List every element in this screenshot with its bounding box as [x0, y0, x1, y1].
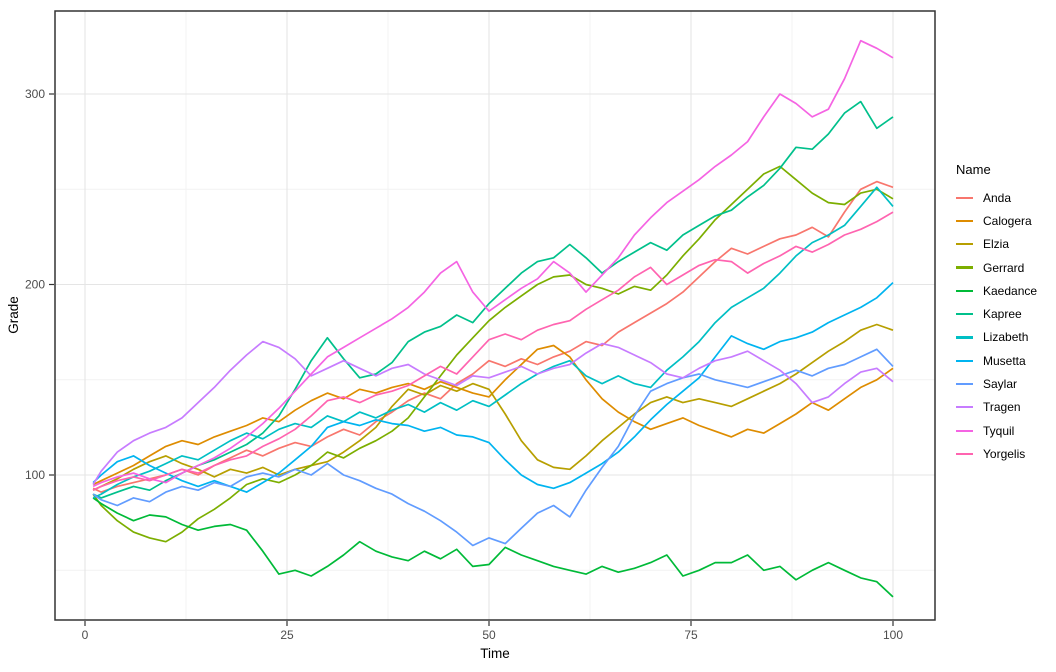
y-tick-label: 200 [25, 278, 45, 292]
legend-item-elzia: Elzia [956, 233, 1037, 256]
legend-swatch [956, 219, 973, 223]
legend-label: Yorgelis [983, 446, 1026, 461]
series-lines [92, 39, 894, 598]
legend-item-yorgelis: Yorgelis [956, 442, 1037, 465]
panel-border [54, 10, 936, 621]
legend-item-tyquil: Tyquil [956, 419, 1037, 442]
legend-label: Tyquil [983, 423, 1015, 438]
legend-label: Kapree [983, 307, 1022, 322]
series-line-saylar [92, 348, 894, 547]
legend-swatch [956, 313, 973, 316]
x-axis-title: Time [480, 646, 510, 661]
legend-label: Calogera [983, 213, 1032, 228]
legend-swatch [956, 452, 973, 455]
series-line-calogera [92, 344, 894, 486]
y-axis-title: Grade [6, 296, 21, 334]
legend-item-lizabeth: Lizabeth [956, 326, 1037, 349]
x-tick-label: 25 [280, 628, 294, 642]
series-line-kaedance [92, 497, 894, 598]
series-line-tragen [92, 340, 894, 485]
legend-label: Lizabeth [983, 330, 1029, 345]
series-line-anda [92, 180, 894, 493]
axis-ticks [49, 93, 894, 626]
legend-swatch [956, 336, 973, 339]
legend-swatch [956, 289, 973, 292]
legend-swatch [956, 429, 973, 432]
legend-item-musetta: Musetta [956, 349, 1037, 372]
legend-label: Gerrard [983, 260, 1025, 275]
legend-item-tragen: Tragen [956, 396, 1037, 419]
legend-label: Saylar [983, 377, 1018, 392]
series-line-gerrard [92, 165, 894, 543]
x-tick-label: 0 [82, 628, 89, 642]
y-tick-label: 100 [25, 468, 45, 482]
x-tick-label: 50 [482, 628, 496, 642]
x-tick-label: 100 [883, 628, 903, 642]
series-line-elzia [92, 323, 894, 491]
legend-title: Name [956, 162, 991, 177]
legend-item-gerrard: Gerrard [956, 256, 1037, 279]
legend-item-anda: Anda [956, 186, 1037, 209]
legend: Name Anda Calogera Elzia Gerrard Kaedance Kap… [956, 162, 1037, 466]
series-line-lizabeth [92, 186, 894, 499]
legend-item-kaedance: Kaedance [956, 279, 1037, 302]
legend-swatch [956, 406, 973, 409]
legend-swatch [956, 196, 973, 199]
x-tick-label: 75 [684, 628, 698, 642]
gridlines-minor [55, 11, 935, 620]
legend-label: Anda [983, 190, 1012, 205]
legend-item-kapree: Kapree [956, 302, 1037, 325]
legend-items: Anda Calogera Elzia Gerrard Kaedance Kapree Li… [956, 186, 1037, 466]
y-tick-label: 300 [25, 87, 45, 101]
legend-label: Elzia [983, 237, 1010, 252]
legend-item-calogera: Calogera [956, 209, 1037, 232]
series-line-musetta [92, 281, 894, 493]
series-line-yorgelis [92, 211, 894, 491]
series-line-kapree [92, 100, 894, 499]
legend-label: Musetta [983, 353, 1026, 368]
legend-label: Tragen [983, 400, 1021, 415]
legend-swatch [956, 382, 973, 386]
legend-label: Kaedance [983, 283, 1038, 298]
axis-tick-labels: 0 25 50 75 100 100 200 300 [25, 87, 903, 642]
legend-swatch [956, 243, 973, 246]
gridlines-major [55, 11, 935, 620]
legend-item-saylar: Saylar [956, 372, 1037, 395]
series-line-tyquil [92, 39, 894, 488]
legend-swatch [956, 359, 973, 362]
legend-swatch [956, 266, 973, 269]
